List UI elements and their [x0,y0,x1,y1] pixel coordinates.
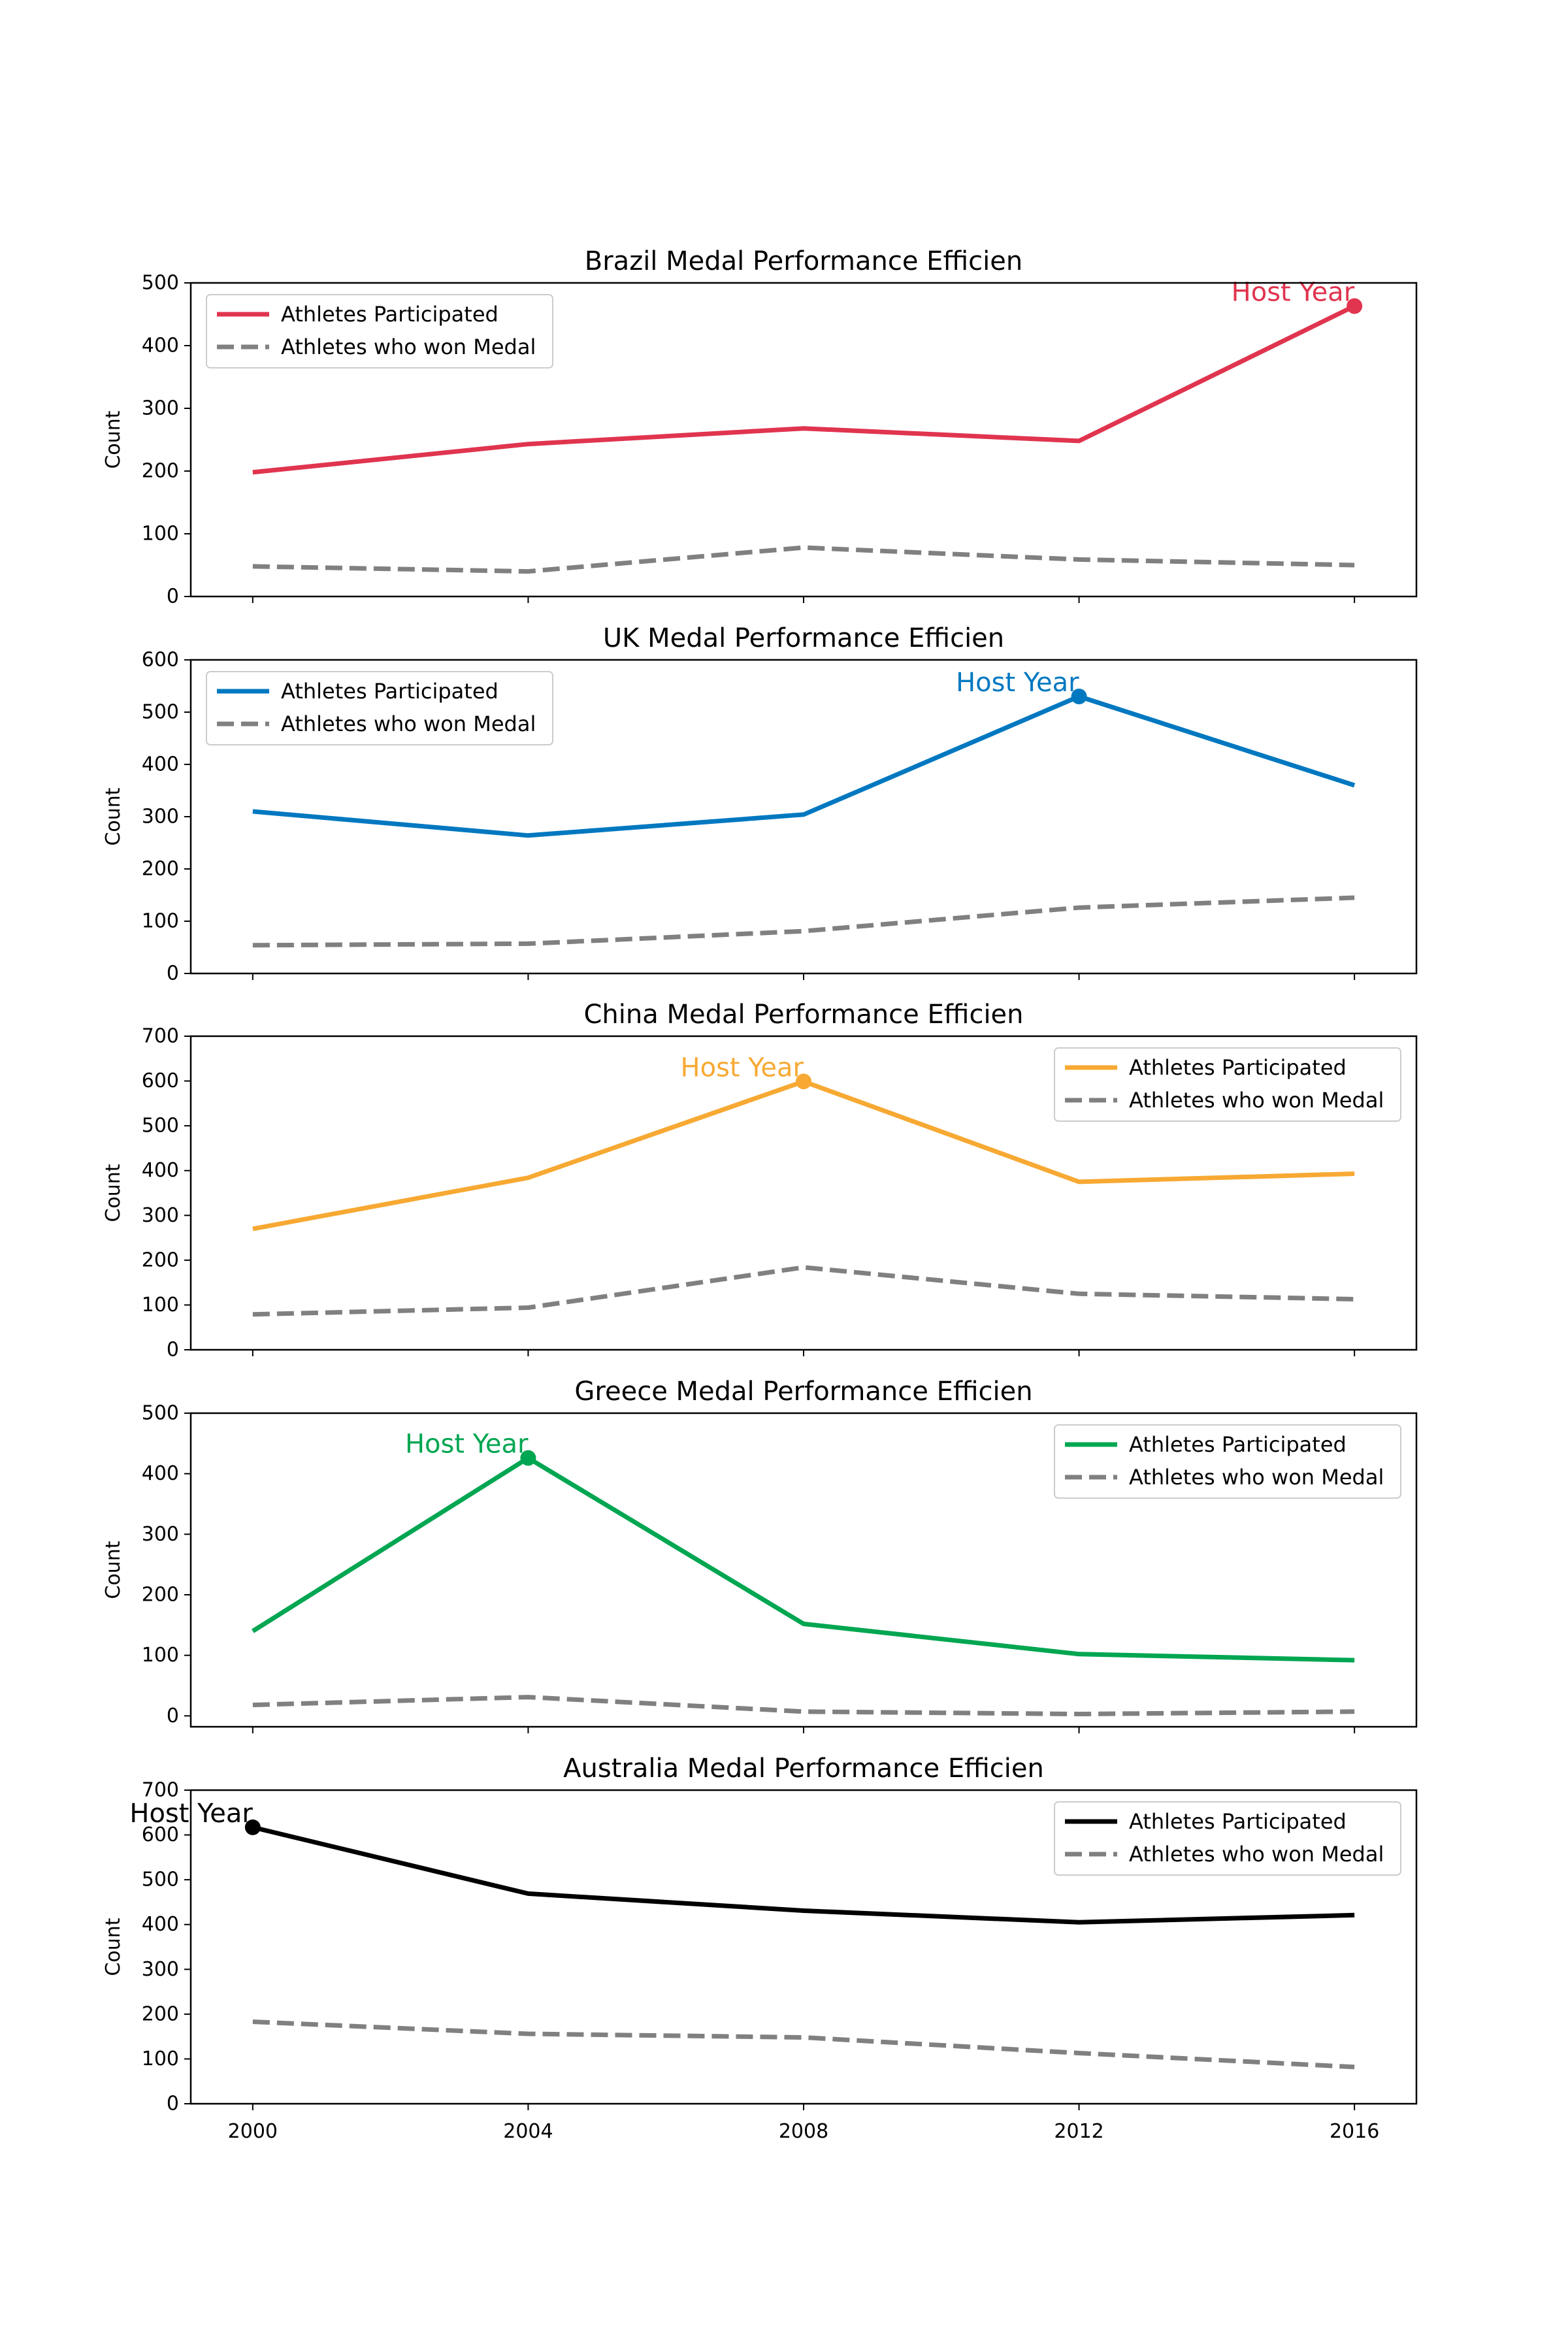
y-tick-label: 500 [142,272,179,295]
y-tick-label: 300 [142,1523,179,1546]
y-tick-label: 700 [142,1025,179,1048]
y-tick-label: 400 [142,1913,179,1936]
subplot-4: Australia Medal Performance Efficien Coun… [102,1754,1418,2143]
x-tick-label: 2016 [1330,2120,1379,2143]
host-year-marker [244,1819,261,1835]
y-tick-label: 400 [142,1159,179,1182]
y-tick-label: 0 [167,962,179,985]
y-tick-label: 100 [142,523,179,546]
subplot-title: Brazil Medal Performance Efficien [585,246,1022,276]
y-tick-label: 200 [142,858,179,881]
subplot-0: Brazil Medal Performance Efficien Count 0 1… [102,246,1418,608]
y-tick-label: 200 [142,460,179,483]
host-year-annotation: Host Year [1232,278,1355,308]
host-year-marker [1347,298,1363,314]
legend-label: Athletes who won Medal [1129,1465,1384,1490]
y-tick-label: 300 [142,397,179,420]
legend-box [1054,1047,1401,1122]
y-tick-label: 200 [142,1249,179,1271]
host-year-annotation: Host Year [956,668,1079,698]
medal-winners-line [252,545,1355,574]
legend: Athletes Participated Athletes who won Me… [1054,1424,1401,1499]
y-tick-label: 300 [142,1958,179,1981]
legend-label: Athletes Participated [281,679,498,704]
legend-label: Athletes Participated [281,302,498,327]
subplot-title: UK Medal Performance Efficien [603,623,1004,653]
y-tick-label: 600 [142,649,179,672]
y-tick-label: 0 [167,585,179,608]
subplot-title: China Medal Performance Efficien [583,1000,1023,1030]
host-year-marker [520,1450,536,1466]
plot-frame [189,282,1418,598]
host-year-marker [1071,689,1087,704]
subplot-title: Greece Medal Performance Efficien [574,1377,1032,1407]
plot-frame [189,659,1418,975]
subplot-3: Greece Medal Performance Efficien Count 0 1… [102,1377,1418,1733]
medal-winners-line [252,895,1355,948]
legend-label: Athletes who won Medal [281,335,536,359]
y-tick-label: 400 [142,335,179,357]
legend-label: Athletes who won Medal [1129,1842,1384,1867]
x-tick-label: 2000 [228,2120,278,2143]
medal-winners-line [252,2019,1355,2070]
y-tick-label: 0 [167,1339,179,1362]
y-tick-label: 300 [142,806,179,828]
medal-winners-line [252,1695,1355,1716]
y-tick-label: 100 [142,910,179,933]
y-axis-label: Count [102,1164,125,1222]
y-tick-label: 200 [142,1583,179,1606]
y-tick-label: 500 [142,701,179,724]
y-tick-label: 700 [142,1779,179,1802]
x-tick-label: 2012 [1054,2120,1103,2143]
legend-box [206,294,553,368]
x-tick-label: 2004 [503,2120,553,2143]
y-tick-label: 100 [142,1644,179,1667]
y-axis-label: Count [102,1918,125,1976]
legend: Athletes Participated Athletes who won Me… [206,671,553,745]
legend-box [1054,1424,1401,1499]
subplot-1: UK Medal Performance Efficien Count 0 100 20… [102,623,1418,985]
y-tick-label: 500 [142,1402,179,1425]
y-axis-label: Count [102,410,125,468]
legend: Athletes Participated Athletes who won Me… [1054,1047,1401,1122]
y-tick-label: 400 [142,753,179,776]
participants-line [252,304,1356,475]
participants-line [252,1456,1355,1663]
host-year-annotation: Host Year [405,1429,529,1460]
plot-frame [189,1789,1418,2105]
legend: Athletes Participated Athletes who won Me… [206,294,553,368]
y-tick-label: 600 [142,1823,179,1846]
legend-label: Athletes Participated [1129,1055,1347,1080]
plot-frame [189,1412,1418,1728]
y-tick-label: 600 [142,1070,179,1092]
y-tick-label: 0 [167,1705,179,1727]
y-tick-label: 100 [142,1294,179,1316]
participants-line [252,1825,1355,1925]
host-year-annotation: Host Year [681,1053,804,1083]
legend-label: Athletes Participated [1129,1809,1347,1834]
medal-winners-line [252,1265,1355,1317]
legend-label: Athletes who won Medal [281,711,536,736]
legend-label: Athletes Participated [1129,1432,1347,1457]
y-tick-label: 200 [142,2002,179,2025]
y-tick-label: 100 [142,2048,179,2070]
legend-box [1054,1801,1401,1876]
legend-label: Athletes who won Medal [1129,1088,1384,1113]
subplot-2: China Medal Performance Efficien Count 0 10… [102,1000,1418,1362]
y-tick-label: 500 [142,1115,179,1137]
x-tick-label: 2008 [779,2120,828,2143]
y-tick-label: 500 [142,1869,179,1891]
y-axis-label: Count [102,1541,125,1599]
y-tick-label: 400 [142,1462,179,1485]
participants-line [252,694,1356,838]
y-tick-label: 300 [142,1204,179,1227]
y-tick-label: 0 [167,2093,179,2115]
legend: Athletes Participated Athletes who won Me… [1054,1801,1401,1876]
y-axis-label: Count [102,787,125,845]
subplot-title: Australia Medal Performance Efficien [563,1754,1044,1784]
plot-frame [189,1035,1418,1351]
host-year-marker [796,1073,811,1090]
legend-box [206,671,553,745]
